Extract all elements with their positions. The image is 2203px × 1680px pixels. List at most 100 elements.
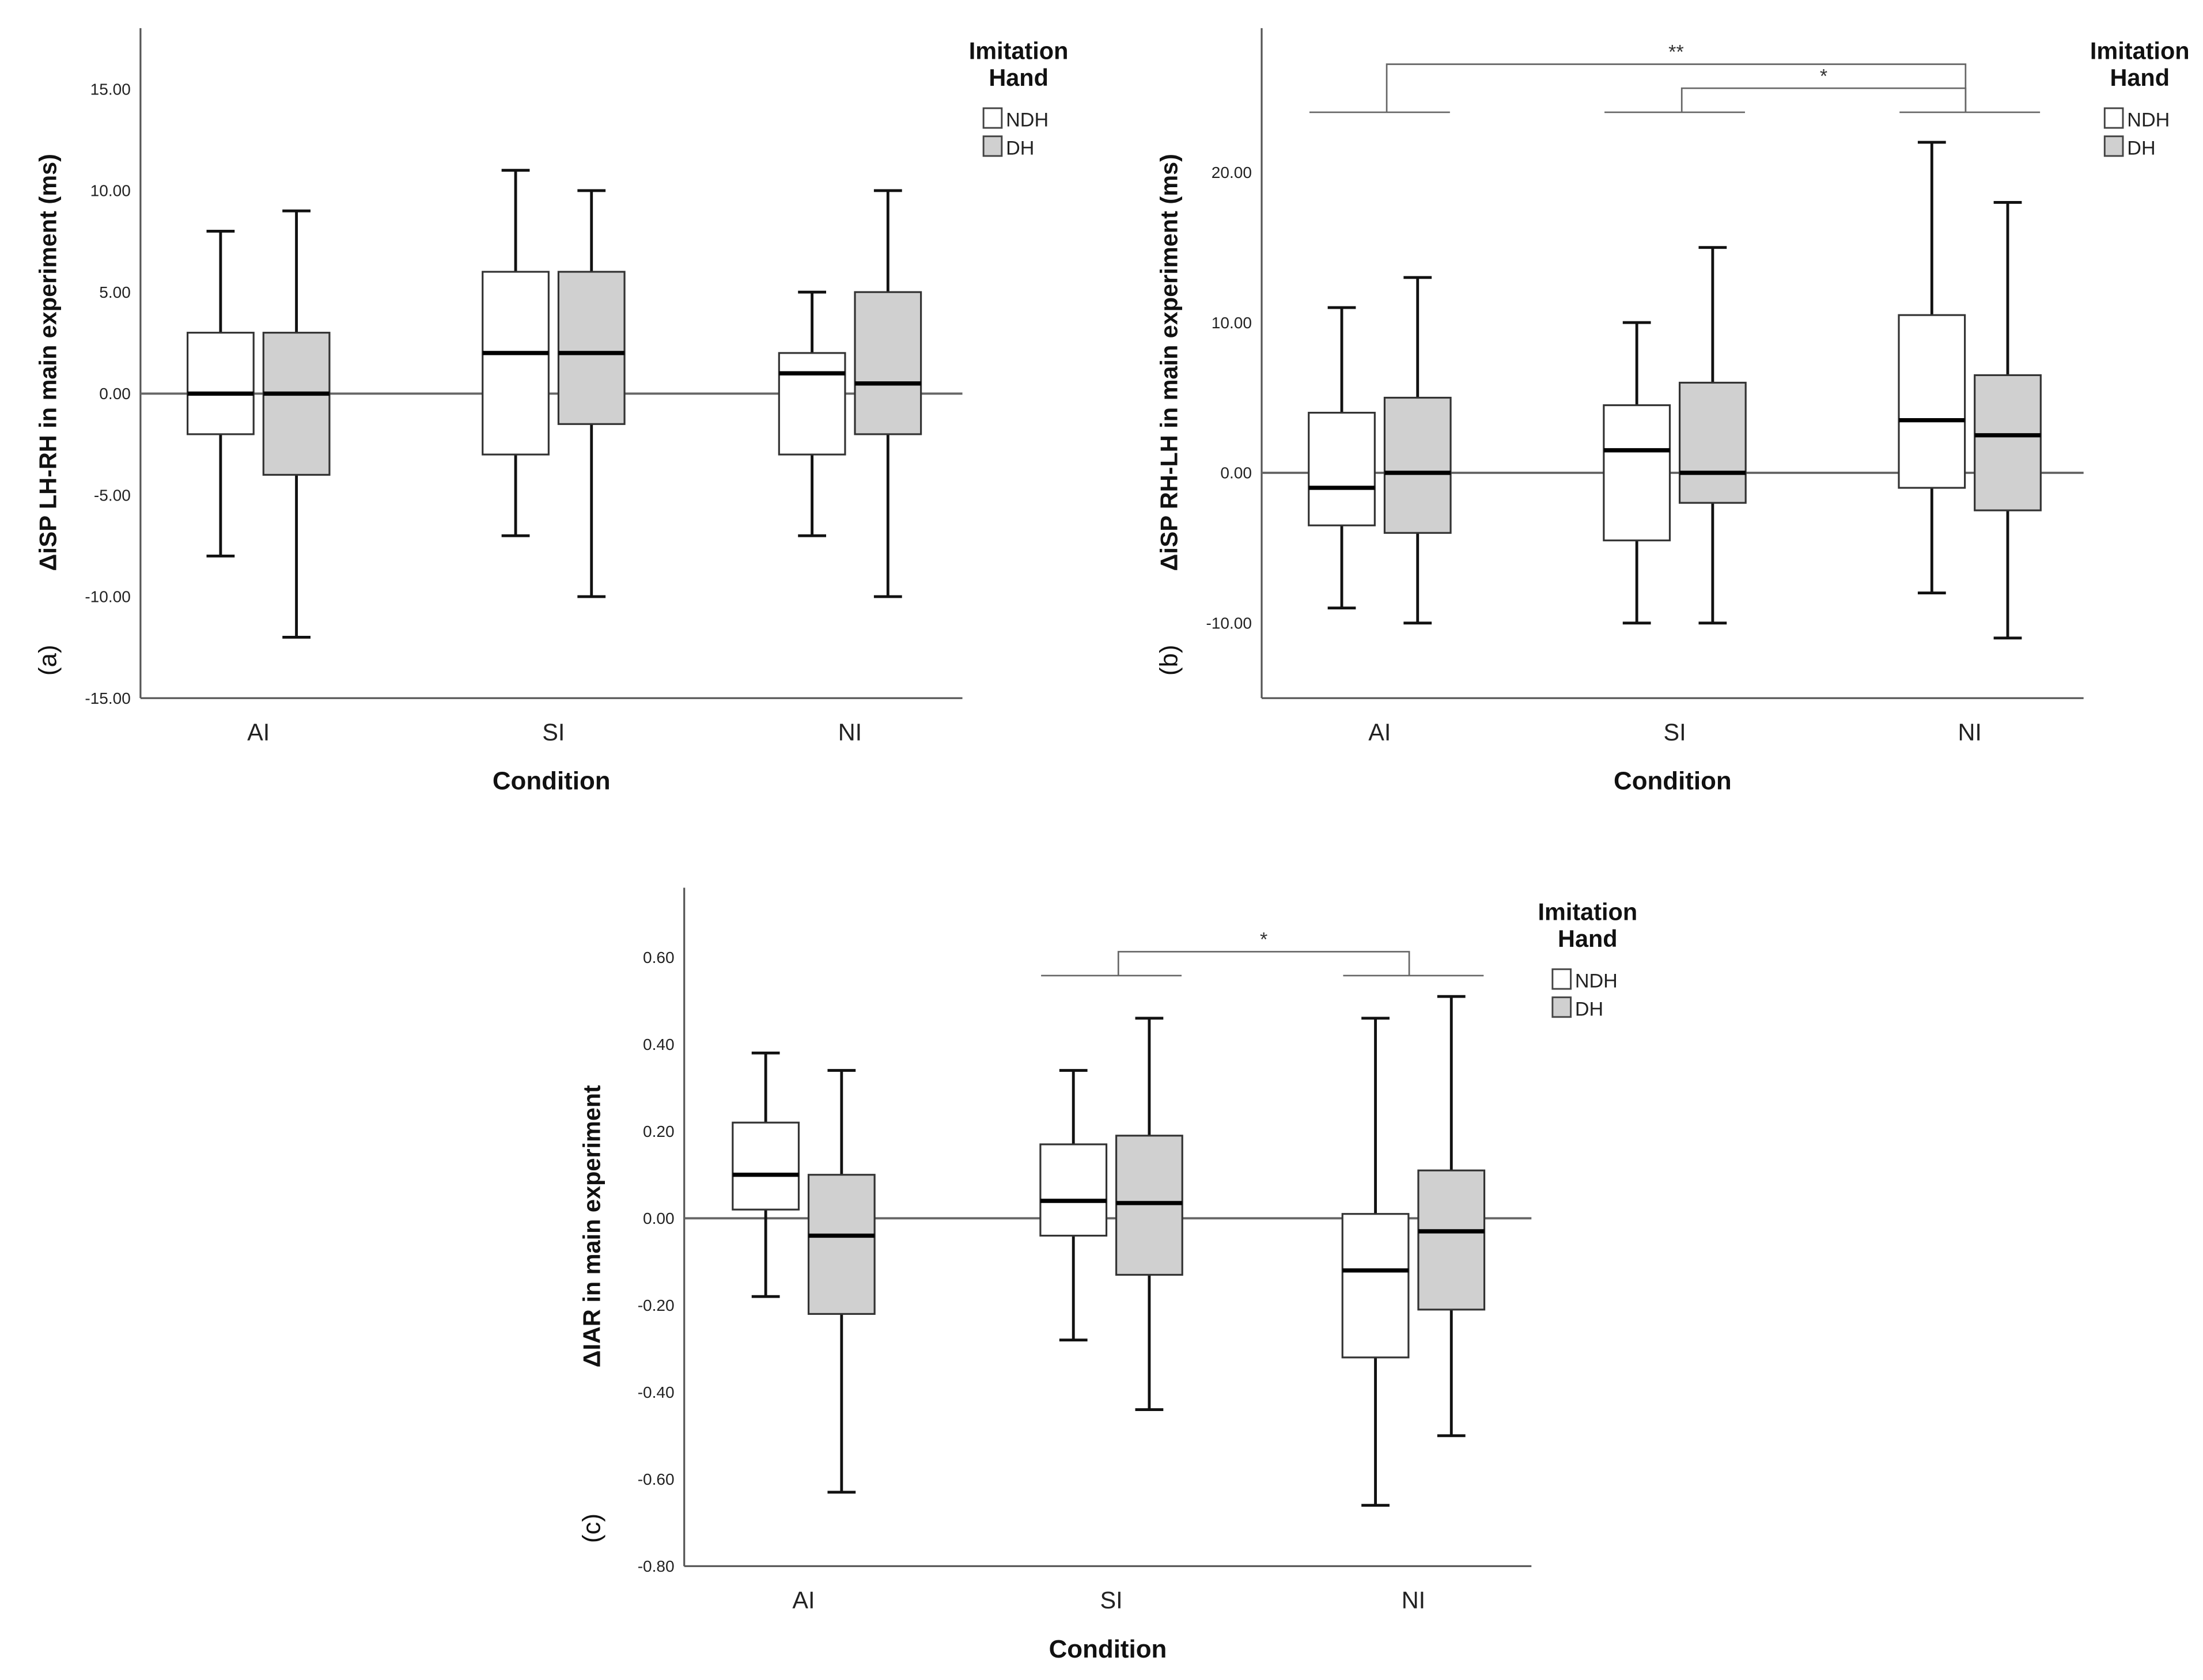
legend-title: Hand [2110, 64, 2170, 91]
iqr-box [1308, 412, 1376, 526]
chart-panel-a: 15.00 10.00 5.00 0.00 -5.00 -10.00 -15.00 AI SI N… [34, 28, 1069, 795]
y-tick-label: 0.00 [1220, 464, 1252, 482]
y-tick-label: 5.00 [99, 283, 131, 301]
x-axis-title: Condition [1614, 767, 1732, 795]
iqr-box [1115, 1135, 1183, 1276]
box-dh-ni [854, 189, 922, 598]
box-dh-ai [1383, 276, 1452, 625]
box-dh-ai [807, 1069, 876, 1494]
box-ndh-ni [1898, 141, 1966, 595]
y-tick-label: 0.20 [643, 1122, 675, 1140]
iqr-box [1898, 314, 1966, 489]
legend-title: Imitation [2090, 37, 2190, 65]
legend-swatch-ndh [982, 107, 1003, 129]
x-axis-title: Condition [493, 767, 611, 795]
box-ndh-ni [778, 290, 846, 537]
y-tick-label: 0.40 [643, 1036, 675, 1053]
box-ndh-ai [186, 229, 255, 558]
iqr-box [854, 291, 922, 435]
iqr-box [1417, 1169, 1486, 1311]
iqr-box [732, 1121, 800, 1211]
significance-label: ** [1668, 41, 1684, 63]
y-axis-title: ΔIAR in main experiment [578, 1085, 605, 1368]
legend-swatch-ndh [2103, 107, 2124, 129]
legend-swatch-dh [1551, 996, 1572, 1018]
y-axis-title: ΔiSP LH-RH in main experiment (ms) [35, 154, 62, 571]
y-tick-label: -10.00 [1206, 615, 1251, 632]
y-tick-label: -0.20 [638, 1296, 675, 1314]
chart-panel-c: 0.60 0.40 0.20 0.00 -0.20 -0.40 -0.60 -0.80 AI SI… [577, 888, 1637, 1663]
iqr-box [1678, 381, 1747, 504]
legend-label-dh: DH [1575, 998, 1603, 1020]
iqr-box [1603, 404, 1671, 541]
significance-label: * [1820, 65, 1827, 87]
panel-label: (b) [1155, 645, 1183, 676]
iqr-box [1383, 396, 1452, 534]
iqr-box [482, 271, 550, 456]
legend-swatch-ndh [1551, 968, 1572, 990]
iqr-box [262, 332, 331, 476]
legend-label-ndh: NDH [2127, 109, 2170, 131]
x-tick-label: NI [1958, 718, 1981, 745]
iqr-box [1974, 374, 2042, 511]
box-dh-ni [1974, 201, 2042, 640]
iqr-box [186, 332, 255, 435]
box-ndh-si [1603, 321, 1671, 625]
y-tick-label: -15.00 [85, 689, 130, 707]
significance-bracket [1680, 87, 1967, 112]
y-tick-label: -10.00 [85, 588, 130, 606]
box-dh-ai [262, 209, 331, 639]
legend-label-dh: DH [2127, 137, 2155, 159]
box-ndh-si [482, 169, 550, 537]
box-ndh-ai [1308, 306, 1376, 610]
y-tick-label: -0.40 [638, 1383, 675, 1401]
legend-title: Hand [1558, 925, 1618, 952]
panel-label: (c) [577, 1514, 605, 1543]
legend-swatch-dh [982, 135, 1003, 157]
iqr-box [778, 352, 846, 456]
y-tick-label: 10.00 [1212, 314, 1252, 332]
y-tick-label: 0.00 [99, 385, 131, 403]
iqr-box [807, 1174, 876, 1315]
significance-bracket [1117, 951, 1410, 976]
x-tick-label: SI [1100, 1587, 1122, 1614]
legend-swatch-dh [2103, 135, 2124, 157]
box-ndh-ni [1341, 1017, 1410, 1507]
y-tick-label: 0.00 [643, 1209, 675, 1227]
x-tick-label: AI [1368, 718, 1391, 745]
y-tick-label: -0.60 [638, 1470, 675, 1488]
panel-label: (a) [34, 645, 62, 676]
box-dh-si [1678, 246, 1747, 625]
box-dh-si [1115, 1017, 1183, 1411]
significance-label: * [1260, 929, 1267, 951]
x-tick-label: NI [1402, 1587, 1425, 1614]
iqr-box [1039, 1143, 1108, 1237]
box-dh-ni [1417, 995, 1486, 1438]
x-tick-label: SI [1663, 718, 1686, 745]
x-tick-label: NI [838, 718, 862, 745]
x-tick-label: SI [542, 718, 565, 745]
y-tick-label: 20.00 [1212, 164, 1252, 181]
y-tick-label: -5.00 [94, 486, 131, 504]
iqr-box [557, 271, 626, 425]
box-ndh-ai [732, 1051, 800, 1298]
legend-label-dh: DH [1006, 137, 1034, 159]
box-dh-si [557, 189, 626, 598]
y-tick-label: 15.00 [90, 80, 131, 98]
iqr-box [1341, 1213, 1410, 1359]
box-ndh-si [1039, 1069, 1108, 1342]
y-axis-title: ΔiSP RH-LH in main experiment (ms) [1156, 154, 1183, 571]
legend-title: Imitation [969, 37, 1069, 65]
chart-panel-b: 20.00 10.00 0.00 -10.00 AI SI NI Condition ΔiSP … [1155, 28, 2190, 795]
legend-label-ndh: NDH [1575, 970, 1618, 992]
y-tick-label: 10.00 [90, 182, 131, 200]
legend-label-ndh: NDH [1006, 109, 1048, 131]
legend-title: Hand [989, 64, 1048, 91]
y-tick-label: 0.60 [643, 949, 675, 966]
legend-title: Imitation [1538, 898, 1637, 926]
x-tick-label: AI [792, 1587, 815, 1614]
